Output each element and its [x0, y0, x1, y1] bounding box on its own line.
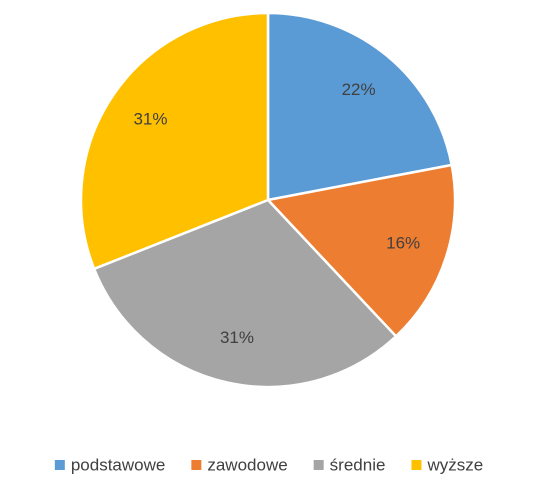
- pie-slice: [92, 198, 398, 389]
- data-label: 31%: [220, 328, 254, 347]
- data-label: 31%: [133, 110, 167, 129]
- data-label: 16%: [386, 233, 420, 252]
- data-label: 22%: [342, 80, 376, 99]
- pie-slice: [79, 11, 270, 271]
- legend-label: średnie: [330, 455, 386, 474]
- pie-slice: [265, 163, 457, 339]
- legend-label: podstawowe: [71, 455, 166, 474]
- legend-swatch: [313, 460, 324, 470]
- legend-label: wyższe: [426, 455, 483, 474]
- pie-slice: [266, 11, 454, 202]
- legend-label: zawodowe: [207, 455, 287, 474]
- legend-swatch: [411, 460, 422, 470]
- legend-swatch: [54, 460, 65, 470]
- legend-swatch: [191, 460, 202, 470]
